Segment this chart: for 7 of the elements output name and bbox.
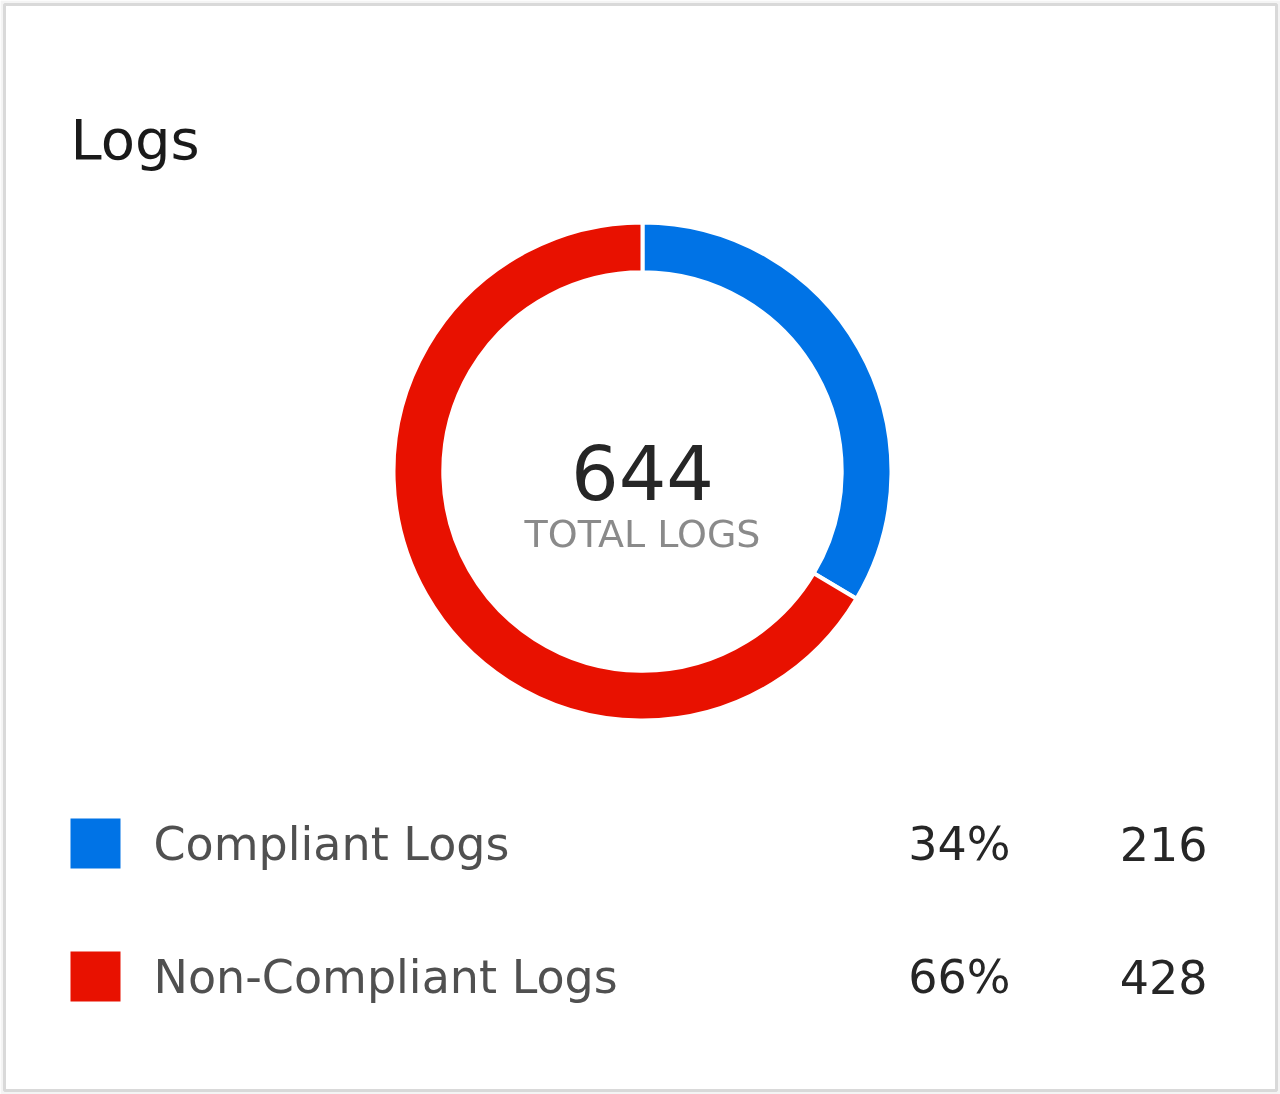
text: 34% <box>908 816 1011 871</box>
data-label: 216 <box>1119 817 1208 872</box>
data-label: 428 <box>1119 950 1208 1005</box>
legend-label: Non-Compliant Logs <box>153 949 618 1004</box>
text: 66% <box>908 949 1011 1004</box>
legend-label: Compliant Logs <box>153 816 510 871</box>
chart-title: Logs <box>70 107 200 172</box>
